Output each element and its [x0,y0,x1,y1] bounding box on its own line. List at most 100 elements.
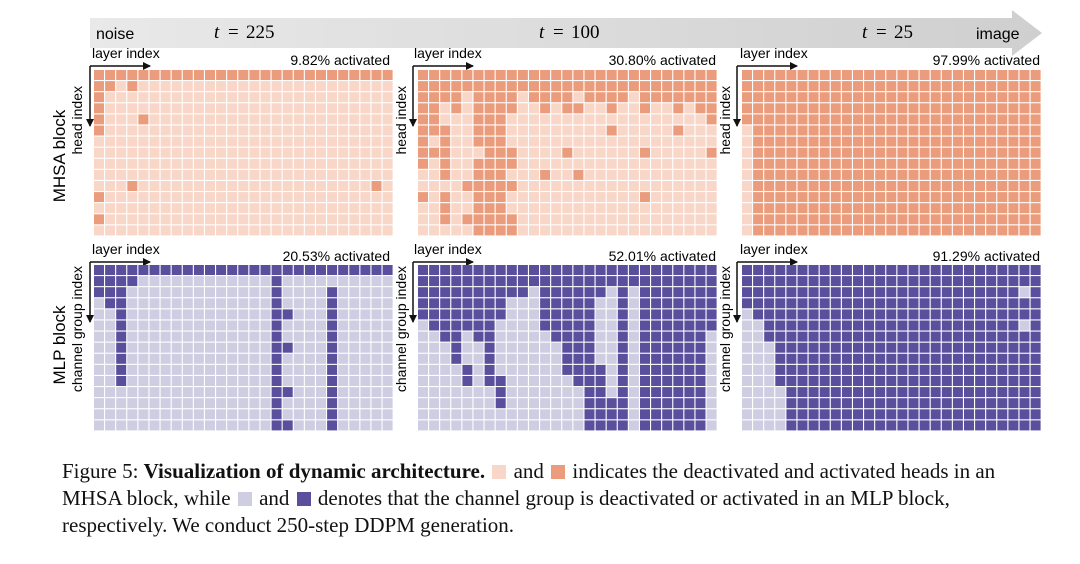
deactivated-cell [506,409,517,420]
activated-cell [606,125,617,136]
deactivated-cell [462,409,473,420]
deactivated-cell [227,203,238,214]
deactivated-cell [382,158,393,169]
activated-cell [651,320,662,331]
activated-cell [830,92,841,103]
activated-cell [540,320,551,331]
deactivated-cell [105,169,116,180]
mhsa-panel-t225: layer index 9.82% activated head index [69,45,393,236]
activated-cell [473,114,484,125]
deactivated-cell [429,420,440,431]
activated-cell [786,287,797,298]
deactivated-cell [562,398,573,409]
activated-cell [952,387,963,398]
activated-cell [271,276,282,287]
activated-cell [908,103,919,114]
activated-cell [908,92,919,103]
activated-cell [1008,398,1019,409]
activated-cell [451,276,462,287]
deactivated-cell [138,320,149,331]
activated-cell [808,103,819,114]
activated-cell [418,287,428,298]
deactivated-cell [293,398,304,409]
activated-cell [875,331,886,342]
activated-cell [786,81,797,92]
deactivated-cell [440,353,451,364]
activated-cell [595,265,606,275]
activated-cell [617,309,628,320]
activated-cell [897,298,908,309]
deactivated-cell [116,192,127,203]
deactivated-cell [327,203,338,214]
deactivated-cell [753,342,764,353]
activated-cell [908,309,919,320]
deactivated-cell [371,169,382,180]
timestep-t-symbol: t [539,22,545,43]
deactivated-cell [606,387,617,398]
activated-cell [1030,158,1041,169]
activated-cell [797,125,808,136]
activated-cell [897,81,908,92]
activated-cell [941,225,952,236]
activated-cell [753,225,764,236]
activated-cell [986,203,997,214]
activated-cell [830,320,841,331]
activated-cell [706,81,717,92]
activated-cell [864,331,875,342]
deactivated-cell [94,353,104,364]
activated-cell [930,103,941,114]
deactivated-cell [382,309,393,320]
activated-cell [975,92,986,103]
deactivated-cell [238,181,249,191]
x-axis-label: layer index [414,45,482,61]
activated-cell [484,203,495,214]
deactivated-cell [562,181,573,191]
activated-cell [506,147,517,158]
deactivated-cell [628,103,639,114]
deactivated-cell [171,225,182,236]
deactivated-cell [684,158,695,169]
activated-cell [975,387,986,398]
activated-cell [271,420,282,431]
deactivated-cell [171,364,182,375]
deactivated-cell [316,81,326,92]
activated-cell [808,331,819,342]
deactivated-cell [371,81,382,92]
deactivated-cell [540,225,551,236]
deactivated-cell [182,342,193,353]
activated-cell [628,265,639,275]
deactivated-cell [775,398,786,409]
activated-cell [606,420,617,431]
timestep-t-symbol: t [862,22,868,43]
deactivated-cell [238,342,249,353]
activated-cell [753,214,764,225]
activated-cell [886,398,897,409]
deactivated-cell [227,376,238,386]
deactivated-cell [238,276,249,287]
figure-caption: Figure 5: Visualization of dynamic archi… [62,458,1042,539]
deactivated-cell [338,81,349,92]
activated-cell [952,103,963,114]
activated-cell [952,309,963,320]
deactivated-cell [451,114,462,125]
activated-cell [764,276,775,287]
activated-cell [316,265,326,275]
deactivated-cell [706,398,717,409]
activated-cell [753,125,764,136]
activated-cell [875,92,886,103]
activated-cell [964,103,974,114]
deactivated-cell [304,103,315,114]
activated-cell [1030,125,1041,136]
deactivated-cell [517,376,528,386]
activated-cell [952,331,963,342]
activated-cell [875,192,886,203]
activated-cell [271,287,282,298]
deactivated-cell [260,276,271,287]
activated-cell [517,276,528,287]
deactivated-cell [249,409,260,420]
deactivated-cell [551,125,562,136]
deactivated-cell [595,114,606,125]
activated-cell [94,287,104,298]
deactivated-cell [105,136,116,147]
activated-cell [673,265,684,275]
